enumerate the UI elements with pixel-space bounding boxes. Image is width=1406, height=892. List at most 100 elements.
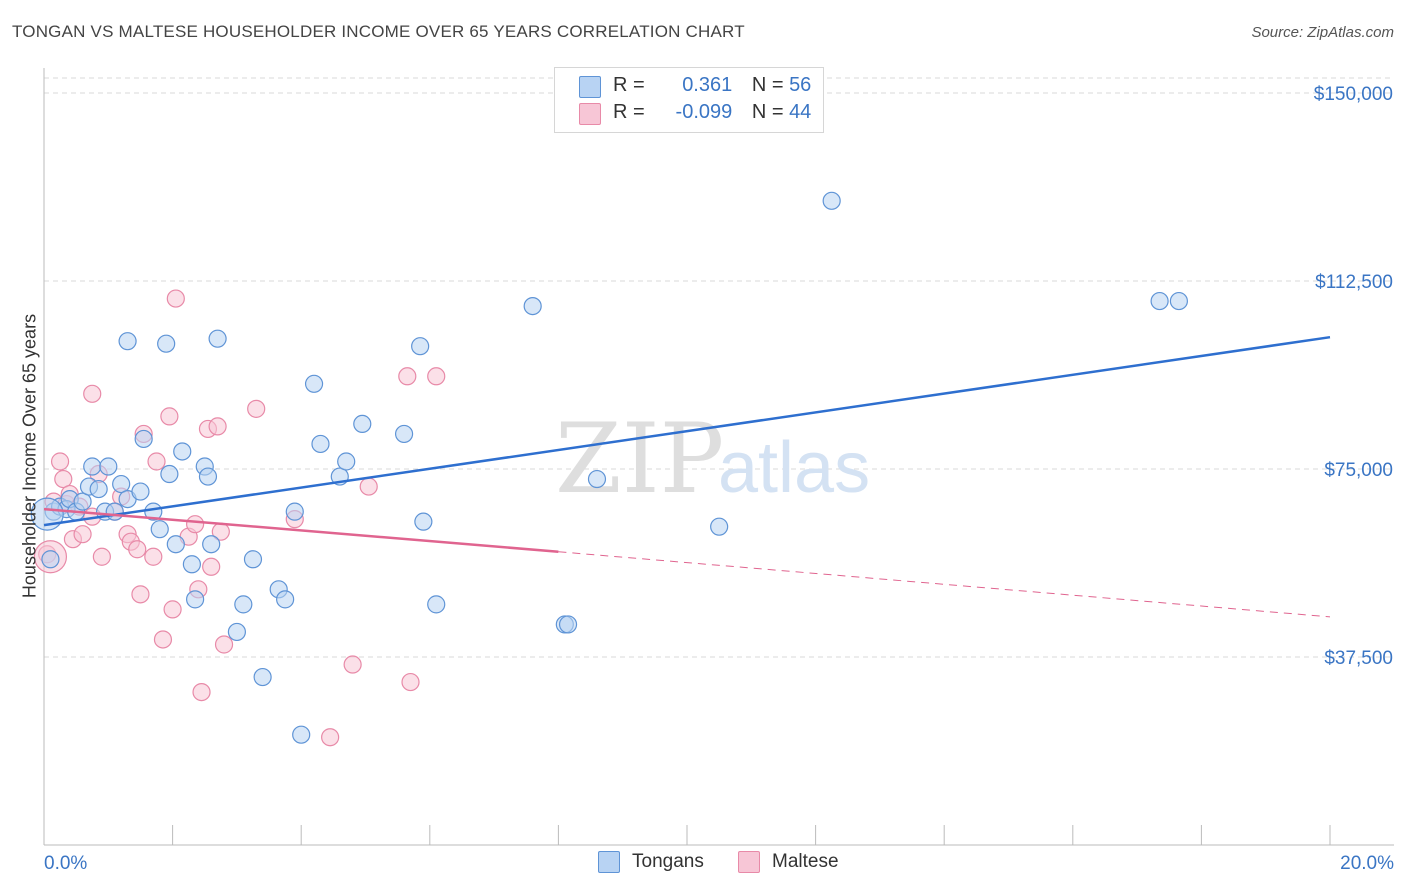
tongans-point: [234, 595, 253, 614]
maltese-point: [214, 635, 234, 654]
tongans-point: [587, 469, 607, 489]
legend-r-label: R =: [613, 74, 645, 96]
maltese-point: [131, 585, 150, 604]
y-tick-label: $150,000: [1314, 84, 1393, 105]
maltese-point: [153, 630, 173, 649]
x-tick-label: 20.0%: [1340, 853, 1394, 874]
watermark-atlas: atlas: [718, 428, 870, 508]
tongans-point: [1169, 291, 1188, 311]
tongans-point: [411, 337, 430, 356]
y-tick-label: $75,000: [1324, 460, 1393, 481]
maltese-point: [50, 452, 70, 471]
tongans-trendline: [43, 335, 1331, 527]
tongans-point: [311, 434, 330, 454]
maltese-point: [54, 469, 73, 489]
correlation-legend: R = 0.361 N = 56 R = -0.099 N = 44: [554, 67, 824, 133]
maltese-point: [166, 289, 185, 308]
maltese-point: [128, 540, 147, 559]
y-tick-label: $112,500: [1315, 272, 1393, 293]
legend-r-label: R =: [613, 101, 645, 123]
tongans-point: [414, 512, 433, 531]
maltese-point: [186, 515, 205, 534]
tongans-point: [150, 520, 169, 539]
gridlines: [44, 77, 1394, 658]
legend-swatch-tongans: [579, 76, 601, 98]
tongans-point: [710, 517, 729, 536]
maltese-point: [144, 547, 163, 566]
tongans-point: [131, 482, 150, 501]
maltese-point: [343, 655, 362, 674]
maltese-point: [147, 452, 166, 471]
x-tick-labels: 0.0% 20.0%: [44, 853, 1394, 874]
tongans-point: [337, 452, 356, 471]
maltese-point: [83, 384, 102, 403]
maltese-point: [192, 683, 211, 702]
tongans-point: [276, 590, 295, 609]
y-tick-label: $37,500: [1324, 648, 1393, 669]
maltese-point: [202, 557, 221, 576]
tongans-point: [160, 464, 179, 484]
tongans-point: [186, 590, 205, 609]
source-label: Source: ZipAtlas.com: [1251, 24, 1394, 41]
tongans-point: [41, 550, 60, 569]
tongans-point: [427, 595, 446, 614]
watermark-zip: ZIP: [555, 403, 724, 515]
tongans-point: [173, 442, 192, 461]
maltese-point: [163, 600, 182, 619]
tongans-point: [558, 615, 578, 634]
maltese-point: [73, 525, 92, 544]
trendlines: [43, 335, 1331, 618]
legend-n-label: N =: [751, 74, 784, 96]
maltese-trendline: [558, 551, 1331, 618]
legend-r-value: -0.099: [675, 101, 733, 123]
tongans-point: [182, 555, 201, 574]
tongans-point: [198, 467, 218, 486]
tongans-point: [822, 191, 841, 210]
tongans-point: [292, 725, 311, 744]
tongans-point: [285, 502, 304, 521]
tongans-point: [523, 296, 542, 316]
tongans-point: [253, 667, 272, 687]
maltese-trendline: [43, 507, 559, 553]
legend-n-value: 56: [789, 74, 812, 96]
maltese-point: [247, 399, 266, 418]
maltese-point: [92, 547, 111, 566]
tongans-point: [1150, 291, 1169, 311]
maltese-point: [427, 367, 446, 386]
tongans-point: [243, 550, 263, 569]
tongans-point: [353, 414, 372, 434]
tongans-point: [89, 479, 108, 499]
axes: [43, 68, 1394, 846]
bottom-legend-tongans: Tongans: [598, 851, 704, 873]
maltese-point: [359, 477, 378, 496]
maltese-swatch: [738, 851, 760, 873]
y-tick-labels: $37,500 $75,000 $112,500 $150,000: [1314, 84, 1393, 669]
legend-n-label: N =: [751, 101, 784, 123]
tongans-point: [118, 332, 137, 351]
bottom-legend-maltese: Maltese: [738, 851, 839, 873]
chart-title: TONGAN VS MALTESE HOUSEHOLDER INCOME OVE…: [12, 22, 745, 41]
tongans-point: [73, 492, 92, 511]
maltese-point: [160, 407, 179, 426]
legend-r-value: 0.361: [682, 74, 733, 96]
tongans-point: [166, 535, 185, 554]
tongans-point: [208, 329, 227, 348]
maltese-point: [398, 367, 417, 386]
tongans-point: [112, 474, 131, 494]
tongans-swatch: [598, 851, 620, 873]
tongans-label: Tongans: [632, 851, 704, 872]
tongans-point: [83, 457, 102, 476]
tongans-point: [134, 429, 153, 449]
tongans-point: [157, 334, 176, 353]
maltese-point: [401, 672, 420, 692]
tongans-point: [304, 374, 324, 393]
legend-n-value: 44: [789, 101, 812, 123]
tongans-point: [202, 535, 221, 554]
maltese-point: [208, 417, 227, 436]
tongans-points: [30, 191, 1188, 744]
tongans-point: [227, 622, 246, 642]
y-axis-label: Householder Income Over 65 years: [19, 313, 40, 599]
watermark: ZIP atlas: [555, 403, 870, 515]
maltese-label: Maltese: [772, 851, 839, 872]
